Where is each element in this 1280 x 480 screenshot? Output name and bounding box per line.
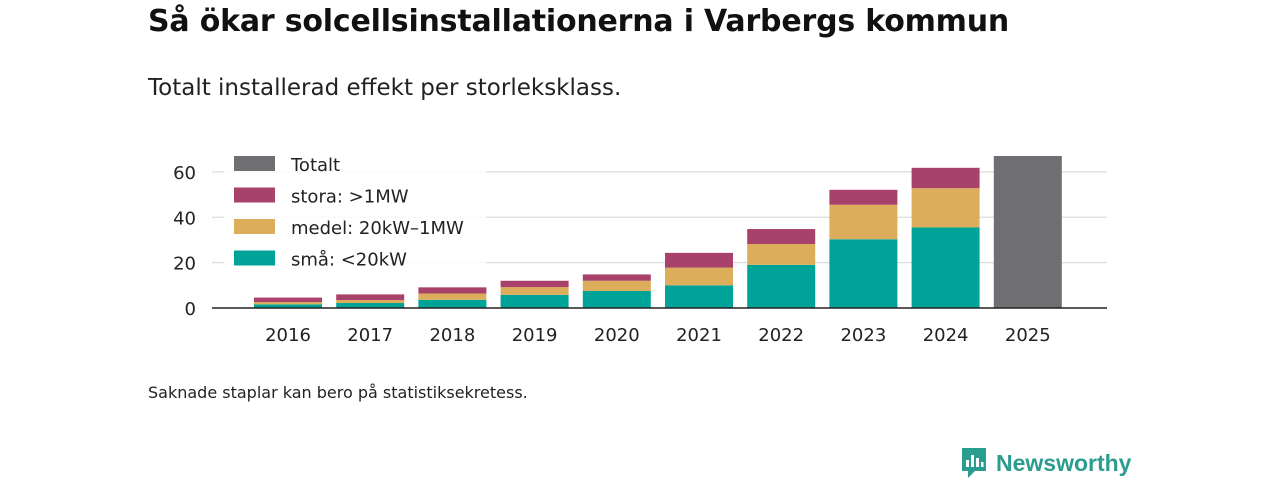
bar-2016-stora: >1MW[interactable] xyxy=(254,297,322,303)
bar-2016-små: <20kW[interactable] xyxy=(254,304,322,308)
chart-title: Så ökar solcellsinstallationerna i Varbe… xyxy=(148,4,1010,39)
legend-label: Totalt xyxy=(290,155,340,176)
bar-2022-medel: 20kW–1MW[interactable] xyxy=(747,244,816,265)
bars xyxy=(254,156,1062,308)
bar-2022-små: <20kW[interactable] xyxy=(747,264,816,308)
legend-swatch xyxy=(234,219,275,234)
bar-2018-små: <20kW[interactable] xyxy=(418,299,487,308)
footnote: Saknade staplar kan bero på statistiksek… xyxy=(148,383,528,402)
bar-2022-stora: >1MW[interactable] xyxy=(747,229,816,245)
legend-label: små: <20kW xyxy=(291,250,407,271)
x-tick-label: 2016 xyxy=(265,325,311,346)
x-tick-label: 2019 xyxy=(512,325,558,346)
x-axis: 2016 2017 2018 2019 2020 2021 2022 2023 2024 2025 xyxy=(212,307,1107,346)
legend: Totalt stora: >1MW medel: 20kW–1MW små: <20… xyxy=(224,150,486,272)
x-tick-label: 2021 xyxy=(676,325,722,346)
bar-2020-stora: >1MW[interactable] xyxy=(582,274,651,281)
brand-name: Newsworthy xyxy=(996,449,1132,476)
bar-2017-stora: >1MW[interactable] xyxy=(336,294,405,301)
y-axis: 0 20 40 60 xyxy=(173,163,196,320)
bar-2021-stora: >1MW[interactable] xyxy=(665,252,733,268)
newsworthy-logo-icon xyxy=(962,448,986,478)
legend-label: stora: >1MW xyxy=(291,187,409,208)
bar-2018-stora: >1MW[interactable] xyxy=(418,287,487,294)
bar-2024-små: <20kW[interactable] xyxy=(911,227,980,308)
bar-2023-små: <20kW[interactable] xyxy=(829,239,898,308)
legend-swatch xyxy=(234,187,275,203)
bar-2019-medel: 20kW–1MW[interactable] xyxy=(500,287,569,295)
bar-2020-små: <20kW[interactable] xyxy=(582,290,651,308)
bar-2018-medel: 20kW–1MW[interactable] xyxy=(418,293,487,300)
y-tick-label: 0 xyxy=(185,299,196,320)
chart-subtitle: Totalt installerad effekt per storlekskl… xyxy=(148,75,622,101)
x-tick-label: 2024 xyxy=(923,325,969,346)
bar-2019-små: <20kW[interactable] xyxy=(500,294,569,308)
x-tick-label: 2022 xyxy=(758,325,804,346)
bar-2023-medel: 20kW–1MW[interactable] xyxy=(829,204,898,240)
bar-2024-stora: >1MW[interactable] xyxy=(911,167,980,189)
x-tick-label: 2020 xyxy=(594,325,640,346)
y-tick-label: 60 xyxy=(173,163,196,184)
bar-2021-små: <20kW[interactable] xyxy=(665,285,733,308)
x-tick-label: 2023 xyxy=(840,325,886,346)
x-tick-label: 2017 xyxy=(347,325,393,346)
legend-swatch xyxy=(234,156,275,171)
legend-swatch xyxy=(234,250,275,266)
x-tick-label: 2025 xyxy=(1005,325,1051,346)
bar-2017-små: <20kW[interactable] xyxy=(336,303,405,308)
x-tick-label: 2018 xyxy=(429,325,475,346)
bar-2019-stora: >1MW[interactable] xyxy=(500,280,569,288)
bar-2017-medel: 20kW–1MW[interactable] xyxy=(336,300,405,304)
bar-2023-stora: >1MW[interactable] xyxy=(829,189,898,205)
bar-2021-medel: 20kW–1MW[interactable] xyxy=(665,267,733,286)
y-tick-label: 20 xyxy=(173,254,196,275)
legend-label: medel: 20kW–1MW xyxy=(291,218,464,239)
bar-2020-medel: 20kW–1MW[interactable] xyxy=(582,280,651,291)
bar-2025-Totalt[interactable] xyxy=(993,156,1062,308)
bar-2024-medel: 20kW–1MW[interactable] xyxy=(911,188,980,228)
bar-chart: 0 20 40 60 2016 2017 2018 2019 2020 2021 2022 2023… xyxy=(173,150,1107,346)
y-tick-label: 40 xyxy=(173,208,196,229)
brand-logo[interactable]: Newsworthy xyxy=(960,446,1131,480)
bar-2016-medel: 20kW–1MW[interactable] xyxy=(254,302,322,305)
